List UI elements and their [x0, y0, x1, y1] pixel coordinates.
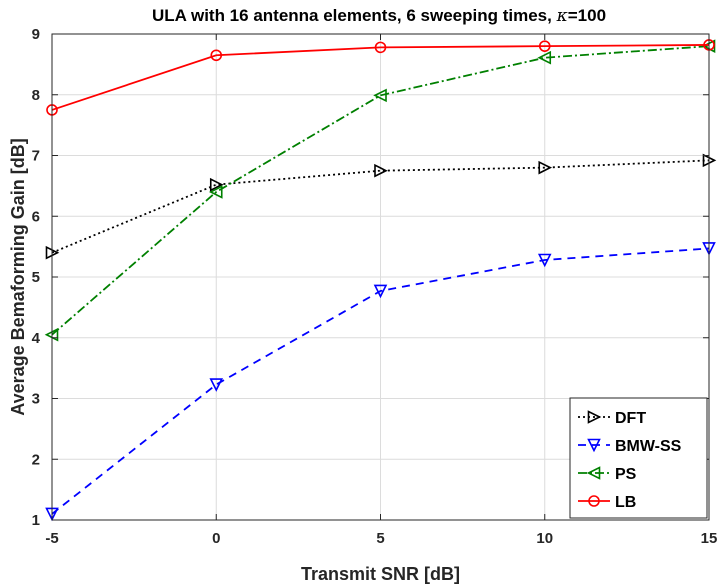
y-tick-label: 4 [32, 330, 41, 347]
x-tick-label: 15 [701, 530, 718, 547]
data-point-bmw-ss [373, 284, 388, 299]
legend: DFT BMW-SS PS LB [569, 397, 708, 519]
x-axis-label: Transmit SNR [dB] [301, 564, 460, 584]
data-point-ps [373, 88, 387, 103]
legend-marker-ps [586, 466, 601, 480]
legend-marker-lb [588, 495, 600, 507]
y-tick-label: 9 [32, 26, 40, 43]
data-point-dft [538, 160, 553, 175]
y-tick-label: 5 [32, 269, 40, 286]
series-line-ps [51, 45, 710, 336]
x-tick-label: 10 [536, 530, 553, 547]
chart-title-symbol: κ [556, 6, 568, 26]
y-axis-label: Average Bemaforming Gain [dB] [8, 138, 28, 415]
y-tick-label: 3 [32, 391, 40, 408]
y-tick-label: 1 [32, 512, 40, 529]
y-tick-label: 7 [32, 148, 40, 165]
series-line-lb [51, 44, 710, 111]
series-line-dft [51, 159, 710, 254]
legend-item-dft: DFT [578, 410, 646, 427]
legend-item-lb: LB [578, 494, 636, 511]
legend-box [569, 397, 708, 519]
chart-title: ULA with 16 antenna elements, 6 sweeping… [152, 6, 606, 26]
data-point-ps [537, 50, 552, 65]
legend-label-bmw-ss: BMW-SS [615, 438, 682, 455]
y-tick-label: 8 [32, 87, 40, 104]
series-line-bmw-ss [51, 247, 710, 515]
legend-marker-bmw-ss [587, 438, 601, 453]
data-point-bmw-ss [209, 378, 224, 392]
data-point-ps [208, 185, 223, 199]
axis-ticks: -5 0 5 10 15 1 2 3 4 5 6 7 8 9 [32, 26, 718, 547]
data-point-lb [374, 41, 387, 54]
x-tick-label: 0 [212, 530, 220, 547]
legend-label-lb: LB [615, 494, 636, 511]
data-point-lb [538, 40, 551, 52]
x-tick-label: 5 [376, 530, 384, 547]
legend-item-bmw-ss: BMW-SS [578, 438, 682, 455]
data-point-dft [374, 163, 388, 178]
data-point-lb [210, 49, 223, 62]
y-tick-label: 6 [32, 208, 40, 225]
legend-label-dft: DFT [615, 410, 646, 427]
y-tick-label: 2 [32, 451, 40, 468]
x-tick-label: -5 [45, 530, 58, 547]
legend-item-ps: PS [578, 466, 637, 483]
chart-title-suffix: =100 [568, 6, 606, 25]
data-point-dft [209, 177, 224, 192]
legend-label-ps: PS [615, 466, 637, 483]
legend-marker-dft [587, 410, 602, 424]
data-point-bmw-ss [537, 253, 552, 268]
chart-title-text: ULA with 16 antenna elements, 6 sweeping… [152, 6, 557, 25]
